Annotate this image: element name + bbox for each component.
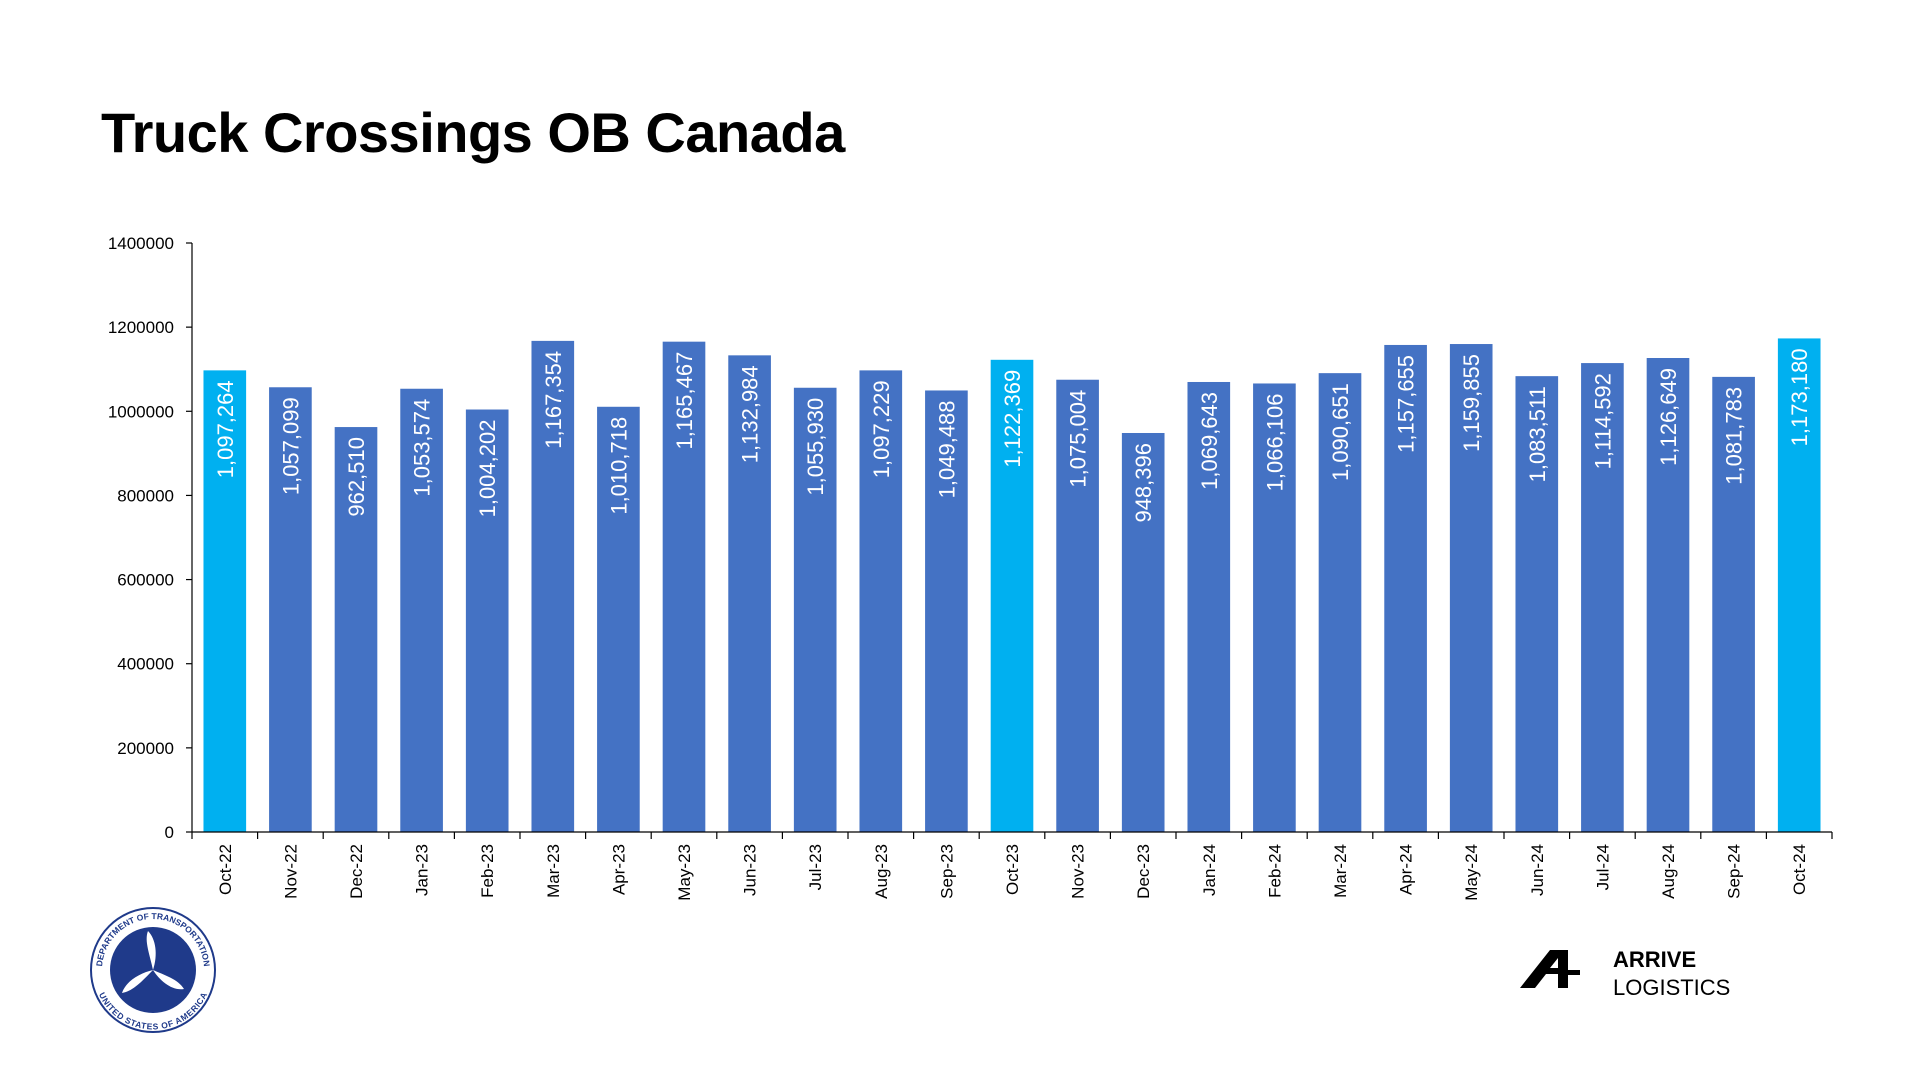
y-tick-label: 1200000	[108, 318, 174, 337]
data-label: 1,069,643	[1197, 392, 1222, 490]
data-label: 1,075,004	[1066, 390, 1091, 488]
x-tick-label: May-23	[675, 844, 694, 901]
bar-jun-23	[728, 355, 771, 832]
data-label: 1,173,180	[1787, 348, 1812, 446]
x-tick-label: Sep-23	[937, 844, 956, 899]
data-label: 1,122,369	[1000, 370, 1025, 468]
bar-sep-23	[925, 390, 968, 832]
x-tick-label: Jan-24	[1200, 844, 1219, 896]
bar-jan-23	[400, 388, 443, 832]
x-axis: Oct-22 Nov-22 Dec-22 Jan-23 Feb-23 Mar-23 Apr-…	[191, 831, 1833, 901]
x-tick-label: Oct-23	[1003, 844, 1022, 895]
bar-mar-23	[531, 340, 575, 832]
x-tick-label: Apr-24	[1397, 844, 1416, 895]
data-label: 1,053,574	[410, 399, 435, 497]
bar-aug-24	[1646, 358, 1690, 832]
data-label: 1,010,718	[606, 417, 631, 515]
x-tick-label: Mar-24	[1331, 844, 1350, 898]
bar-aug-23	[859, 370, 903, 832]
data-label: 962,510	[344, 437, 369, 517]
data-label: 1,066,106	[1262, 393, 1287, 491]
y-tick-label: 200000	[117, 739, 174, 758]
y-tick-label: 1400000	[108, 234, 174, 253]
x-tick-label: Feb-23	[478, 844, 497, 898]
x-tick-label: Nov-23	[1069, 844, 1088, 899]
data-label: 1,083,511	[1525, 386, 1550, 482]
bar-oct-22	[203, 370, 247, 832]
x-tick-label: Sep-24	[1725, 844, 1744, 899]
bar-oct-24	[1777, 338, 1821, 832]
bar-feb-23	[465, 409, 509, 832]
x-tick-label: Jul-23	[806, 844, 825, 890]
data-label: 1,090,651	[1328, 383, 1353, 481]
x-tick-label: Apr-23	[609, 844, 628, 895]
bar-apr-23	[597, 406, 640, 832]
x-tick-label: Aug-23	[872, 844, 891, 899]
x-tick-label: Aug-24	[1659, 844, 1678, 899]
arrive-mark-icon	[1520, 950, 1580, 988]
y-tick-label: 400000	[117, 655, 174, 674]
dot-seal-logo: DEPARTMENT OF TRANSPORTATION UNITED STAT…	[90, 907, 216, 1033]
bar-oct-23	[990, 359, 1034, 832]
x-tick-label: Oct-22	[216, 844, 235, 895]
data-label: 1,126,649	[1656, 368, 1681, 466]
y-tick-label: 0	[165, 823, 174, 842]
x-tick-label: Feb-24	[1265, 844, 1284, 898]
y-tick-label: 800000	[117, 486, 174, 505]
data-label: 1,114,592	[1590, 373, 1615, 469]
bars-group: 1,097,264 1,057,099 962,510 1,053,574 1,004,…	[203, 338, 1821, 832]
x-tick-label: May-24	[1462, 844, 1481, 901]
data-label: 1,159,855	[1459, 354, 1484, 452]
x-tick-label: Jun-24	[1528, 844, 1547, 896]
bar-dec-22	[334, 427, 378, 832]
brand-line2: LOGISTICS	[1613, 975, 1730, 1000]
bar-sep-24	[1712, 376, 1755, 832]
bar-jan-24	[1187, 381, 1231, 832]
x-tick-label: Dec-22	[347, 844, 366, 899]
bar-nov-22	[269, 387, 312, 832]
data-label: 1,055,930	[803, 398, 828, 496]
y-tick-label: 1000000	[108, 402, 174, 421]
data-label: 1,157,655	[1394, 355, 1419, 453]
bar-dec-23	[1121, 432, 1165, 832]
bar-jul-23	[793, 387, 837, 832]
y-tick-label: 600000	[117, 571, 174, 590]
y-axis: 0 200000 400000 600000 800000 1000000 1200000 1…	[108, 234, 193, 842]
x-tick-label: Jun-23	[741, 844, 760, 896]
bar-jul-24	[1581, 363, 1624, 832]
bar-apr-24	[1384, 344, 1427, 832]
bar-may-23	[662, 341, 706, 832]
x-tick-label: Mar-23	[544, 844, 563, 898]
data-label: 948,396	[1131, 443, 1156, 523]
data-label: 1,081,783	[1722, 387, 1747, 485]
arrive-logistics-logo: ARRIVE LOGISTICS	[1520, 947, 1730, 1000]
data-label: 1,049,488	[934, 400, 959, 498]
brand-line1: ARRIVE	[1613, 947, 1696, 972]
data-label: 1,167,354	[541, 351, 566, 449]
x-tick-label: Nov-22	[281, 844, 300, 899]
data-label: 1,004,202	[475, 420, 500, 518]
data-label: 1,132,984	[738, 365, 763, 463]
x-tick-label: Oct-24	[1790, 844, 1809, 895]
bar-feb-24	[1253, 383, 1296, 832]
data-label: 1,097,264	[213, 380, 238, 478]
bar-jun-24	[1515, 376, 1559, 832]
x-tick-label: Jul-24	[1593, 844, 1612, 890]
x-tick-label: Jan-23	[413, 844, 432, 896]
data-label: 1,165,467	[672, 352, 697, 450]
data-label: 1,097,229	[869, 380, 894, 478]
bar-mar-24	[1318, 373, 1362, 832]
bar-may-24	[1449, 344, 1493, 832]
bar-nov-23	[1056, 379, 1099, 832]
x-tick-label: Dec-23	[1134, 844, 1153, 899]
data-label: 1,057,099	[278, 397, 303, 495]
page-title: Truck Crossings OB Canada	[101, 101, 845, 164]
